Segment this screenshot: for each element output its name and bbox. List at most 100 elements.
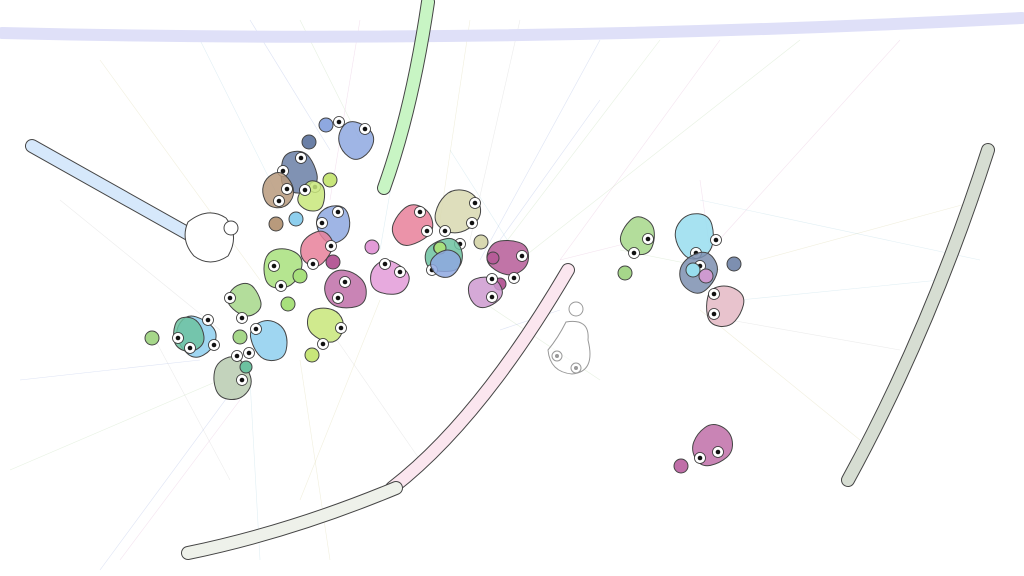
- pupil: [280, 168, 286, 174]
- leaf-creature[interactable]: [224, 282, 262, 324]
- connection-line: [759, 199, 981, 261]
- aqua-creature[interactable]: [243, 319, 288, 362]
- ghost-body: [547, 320, 591, 375]
- sky-bar-fill: [26, 140, 216, 252]
- bars: [0, 0, 1024, 560]
- node-ball[interactable]: [322, 172, 338, 188]
- connection-line: [59, 199, 221, 331]
- leaf-creature-2-body: [619, 216, 655, 256]
- node-ball[interactable]: [673, 458, 689, 474]
- node-ball[interactable]: [301, 134, 317, 150]
- node-ball[interactable]: [280, 296, 296, 312]
- node-ball[interactable]: [698, 268, 714, 284]
- tan-creature-body: [262, 172, 295, 209]
- pupil: [328, 243, 334, 249]
- pupil: [342, 279, 348, 285]
- connection-line: [199, 39, 281, 201]
- ghost-creature[interactable]: [547, 301, 591, 375]
- sage-bar-fill: [842, 144, 994, 486]
- orchid-creature[interactable]: [370, 258, 410, 295]
- connection-line: [559, 39, 721, 261]
- plum-creature[interactable]: [486, 239, 530, 284]
- pupil: [211, 342, 217, 348]
- blush-creature[interactable]: [706, 285, 745, 327]
- pupil: [397, 269, 403, 275]
- connection-line: [739, 279, 941, 301]
- graygreen-creature[interactable]: [213, 350, 252, 401]
- connection-line: [439, 19, 471, 221]
- rose-creature-2-body: [391, 204, 434, 246]
- mauve-creature-body: [467, 276, 503, 309]
- pupil: [711, 311, 717, 317]
- creature-cluster[interactable]: [144, 116, 745, 474]
- pupil: [338, 325, 344, 331]
- pupil: [645, 236, 651, 242]
- node-ball[interactable]: [486, 251, 500, 265]
- pupil: [711, 291, 717, 297]
- pupil: [362, 126, 368, 132]
- cyan-creature[interactable]: [674, 213, 722, 260]
- mauve-creature[interactable]: [467, 273, 503, 309]
- pupil: [382, 261, 388, 267]
- node-ball[interactable]: [268, 216, 284, 232]
- pink-loner[interactable]: [692, 424, 733, 467]
- cyan-creature-body: [674, 213, 714, 260]
- blue-blob[interactable]: [430, 249, 462, 278]
- pupil: [239, 377, 245, 383]
- pupil: [175, 335, 181, 341]
- pupil: [519, 253, 525, 259]
- node-ball[interactable]: [239, 360, 253, 374]
- pink-bar-fill: [386, 264, 574, 494]
- blue-creature[interactable]: [333, 116, 375, 160]
- node-ball[interactable]: [232, 329, 248, 345]
- chartreuse-creature[interactable]: [297, 180, 326, 212]
- connection-line: [699, 309, 861, 441]
- node-ball[interactable]: [288, 211, 304, 227]
- rose-creature-2[interactable]: [391, 204, 434, 246]
- cream-bar-fill: [182, 482, 402, 559]
- node-ball[interactable]: [617, 265, 633, 281]
- node-ball[interactable]: [304, 347, 320, 363]
- white-creature-body: [184, 212, 234, 263]
- connection-line: [99, 379, 241, 571]
- node-ball[interactable]: [144, 330, 160, 346]
- ghost-head: [568, 301, 584, 317]
- node-ball[interactable]: [726, 256, 742, 272]
- node-ball[interactable]: [685, 262, 701, 278]
- node-ball[interactable]: [325, 254, 341, 270]
- pupil: [298, 155, 304, 161]
- magenta-creature[interactable]: [324, 269, 367, 309]
- plum-creature-body: [486, 239, 530, 276]
- pupil: [424, 228, 430, 234]
- teal-creature-2[interactable]: [172, 316, 205, 354]
- pupil: [335, 295, 341, 301]
- pupil: [234, 353, 240, 359]
- khaki-creature[interactable]: [434, 189, 482, 250]
- node-ball[interactable]: [364, 239, 380, 255]
- node-ball[interactable]: [318, 117, 334, 133]
- connection-line: [699, 199, 981, 261]
- pupil: [715, 449, 721, 455]
- connection-line: [9, 379, 221, 471]
- pupil: [310, 261, 316, 267]
- pupil: [205, 317, 211, 323]
- pupil: [697, 455, 703, 461]
- lime-creature[interactable]: [263, 248, 303, 292]
- chartreuse-creature-2[interactable]: [306, 307, 347, 350]
- pupil: [319, 220, 325, 226]
- pupil: [278, 283, 284, 289]
- mint-bar-fill: [378, 0, 434, 194]
- connection-line: [479, 39, 601, 261]
- tan-creature[interactable]: [262, 172, 295, 209]
- top-bar-fill: [0, 12, 1024, 43]
- pupil: [489, 294, 495, 300]
- white-creature[interactable]: [184, 212, 239, 263]
- leaf-creature-2[interactable]: [619, 216, 655, 259]
- connection-line: [19, 359, 201, 381]
- pupil: [320, 341, 326, 347]
- ghost-pupil: [555, 354, 559, 358]
- node-ball[interactable]: [292, 268, 308, 284]
- connection-line: [499, 39, 661, 251]
- node-ball[interactable]: [473, 234, 489, 250]
